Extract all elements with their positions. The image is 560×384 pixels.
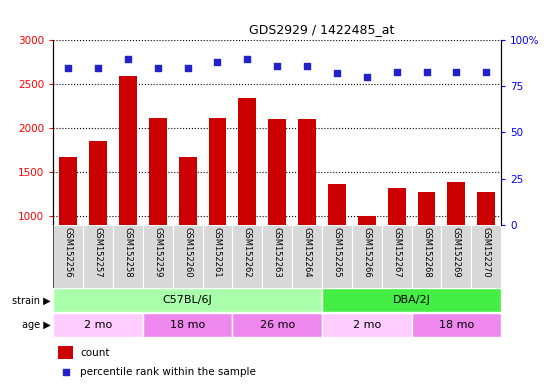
Bar: [53, 313, 143, 338]
Bar: [59, 157, 77, 304]
Bar: [262, 225, 292, 288]
Bar: [83, 225, 113, 288]
Point: [123, 56, 132, 62]
Text: DBA/2J: DBA/2J: [393, 295, 431, 306]
Text: C57BL/6J: C57BL/6J: [163, 295, 212, 306]
Bar: [143, 225, 172, 288]
Bar: [328, 184, 346, 304]
Text: GSM152258: GSM152258: [123, 227, 132, 278]
Text: GSM152263: GSM152263: [273, 227, 282, 278]
Bar: [472, 225, 501, 288]
Point: [452, 69, 461, 75]
Bar: [113, 225, 143, 288]
Point: [213, 60, 222, 66]
Bar: [418, 192, 436, 304]
Text: GSM152269: GSM152269: [452, 227, 461, 278]
Point: [422, 69, 431, 75]
Text: 18 mo: 18 mo: [439, 320, 474, 331]
Text: GSM152267: GSM152267: [392, 227, 401, 278]
Point: [273, 63, 282, 69]
Bar: [477, 192, 495, 304]
Text: GSM152270: GSM152270: [482, 227, 491, 278]
Bar: [412, 313, 501, 338]
Bar: [382, 225, 412, 288]
Text: GSM152268: GSM152268: [422, 227, 431, 278]
Text: 2 mo: 2 mo: [84, 320, 112, 331]
Bar: [268, 119, 286, 304]
Point: [482, 69, 491, 75]
Text: strain ▶: strain ▶: [12, 295, 50, 306]
Text: GSM152264: GSM152264: [302, 227, 311, 278]
Bar: [53, 225, 83, 288]
Point: [333, 70, 342, 76]
Bar: [239, 98, 256, 304]
Point: [94, 65, 102, 71]
Bar: [298, 119, 316, 304]
Point: [362, 74, 371, 80]
Bar: [53, 288, 322, 313]
Bar: [322, 313, 412, 338]
Bar: [292, 225, 322, 288]
Bar: [388, 188, 405, 304]
Text: count: count: [80, 348, 110, 358]
Bar: [358, 216, 376, 304]
Bar: [58, 346, 73, 359]
Text: GDS2929 / 1422485_at: GDS2929 / 1422485_at: [249, 23, 395, 36]
Text: age ▶: age ▶: [22, 320, 50, 331]
Text: 18 mo: 18 mo: [170, 320, 205, 331]
Text: GSM152266: GSM152266: [362, 227, 371, 278]
Bar: [322, 288, 501, 313]
Bar: [447, 182, 465, 304]
Text: GSM152256: GSM152256: [64, 227, 73, 278]
Point: [302, 63, 311, 69]
Text: GSM152257: GSM152257: [94, 227, 102, 278]
Point: [153, 65, 162, 71]
Text: GSM152265: GSM152265: [333, 227, 342, 278]
Point: [64, 65, 73, 71]
Text: GSM152259: GSM152259: [153, 227, 162, 278]
Bar: [89, 141, 107, 304]
Bar: [208, 118, 226, 304]
Bar: [143, 313, 232, 338]
Point: [243, 56, 252, 62]
Bar: [412, 225, 441, 288]
Bar: [232, 313, 322, 338]
Point: [392, 69, 401, 75]
Text: 2 mo: 2 mo: [353, 320, 381, 331]
Point: [61, 369, 70, 375]
Point: [183, 65, 192, 71]
Bar: [179, 157, 197, 304]
Bar: [322, 225, 352, 288]
Bar: [172, 225, 203, 288]
Bar: [203, 225, 232, 288]
Text: 26 mo: 26 mo: [260, 320, 295, 331]
Bar: [352, 225, 382, 288]
Text: GSM152262: GSM152262: [243, 227, 252, 278]
Bar: [441, 225, 472, 288]
Text: GSM152261: GSM152261: [213, 227, 222, 278]
Bar: [232, 225, 262, 288]
Text: percentile rank within the sample: percentile rank within the sample: [80, 367, 256, 377]
Bar: [149, 118, 167, 304]
Bar: [119, 76, 137, 304]
Text: GSM152260: GSM152260: [183, 227, 192, 278]
